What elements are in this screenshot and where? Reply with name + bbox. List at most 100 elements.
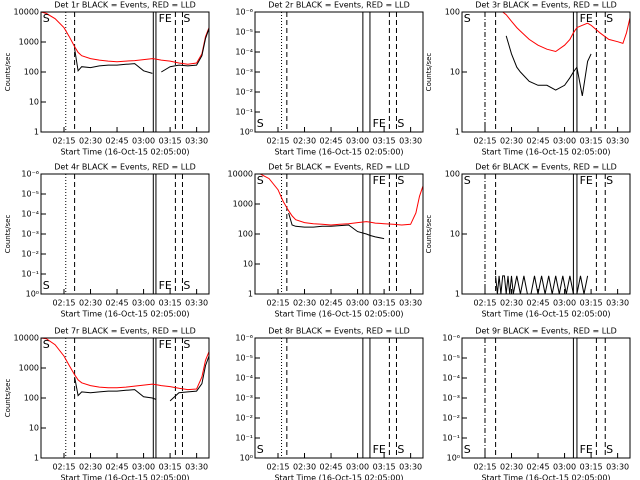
data-line xyxy=(495,275,589,294)
y-tick-label: 10⁻¹ xyxy=(21,270,39,279)
data-line xyxy=(74,28,209,74)
x-tick-label: 02:45 xyxy=(320,463,343,472)
panel-title: Det 7r BLACK = Events, RED = LLD xyxy=(54,327,196,336)
panel-title: Det 9r BLACK = Events, RED = LLD xyxy=(475,327,617,336)
x-tick-label: 03:15 xyxy=(373,299,396,308)
x-tick-label: 02:15 xyxy=(266,137,289,146)
x-tick-label: 02:15 xyxy=(52,137,75,146)
x-tick-label: 02:30 xyxy=(500,137,523,146)
x-tick-label: 02:30 xyxy=(500,299,523,308)
x-tick-label: 03:15 xyxy=(159,463,182,472)
x-tick-label: 02:45 xyxy=(527,463,550,472)
x-tick-label: 03:00 xyxy=(553,463,576,472)
panel-title: Det 3r BLACK = Events, RED = LLD xyxy=(475,1,617,10)
x-tick-label: 02:30 xyxy=(293,299,316,308)
plot-frame xyxy=(40,11,210,133)
x-tick-label: 03:30 xyxy=(606,463,629,472)
y-tick-label: 10 xyxy=(243,260,253,269)
x-axis-label: Start Time (16-Oct-15 02:05:00) xyxy=(274,474,403,480)
x-tick-label: 02:45 xyxy=(106,299,129,308)
y-tick-label: 10⁰ xyxy=(240,128,253,137)
annotation: S xyxy=(397,443,404,456)
y-tick-label: 10⁻³ xyxy=(21,230,39,239)
x-tick-label: 03:00 xyxy=(553,299,576,308)
panel-title: Det 1r BLACK = Events, RED = LLD xyxy=(54,1,196,10)
x-axis-label: Start Time (16-Oct-15 02:05:00) xyxy=(481,310,610,319)
y-tick-label: 1 xyxy=(248,290,253,299)
x-tick-label: 03:15 xyxy=(159,137,182,146)
x-tick-label: 02:45 xyxy=(106,463,129,472)
x-tick-label: 03:00 xyxy=(346,463,369,472)
annotation: S xyxy=(183,12,190,25)
y-tick-label: 10⁻⁶ xyxy=(442,334,460,343)
x-tick-label: 03:15 xyxy=(373,137,396,146)
plot-frame xyxy=(254,173,424,295)
y-tick-label: 1 xyxy=(455,290,460,299)
x-axis-label: Start Time (16-Oct-15 02:05:00) xyxy=(60,148,189,157)
data-line xyxy=(505,35,592,96)
panel-title: Det 6r BLACK = Events, RED = LLD xyxy=(475,163,617,172)
x-axis-label: Start Time (16-Oct-15 02:05:00) xyxy=(60,310,189,319)
x-tick-label: 03:30 xyxy=(399,299,422,308)
y-tick-label: 10⁻⁵ xyxy=(442,354,460,363)
y-tick-label: 10⁻⁶ xyxy=(235,8,253,17)
y-tick-label: 10 xyxy=(450,68,460,77)
y-tick-label: 100 xyxy=(445,170,460,179)
plot-frame xyxy=(40,337,210,459)
x-tick-label: 02:15 xyxy=(266,299,289,308)
x-tick-label: 03:00 xyxy=(132,137,155,146)
panel-title: Det 5r BLACK = Events, RED = LLD xyxy=(268,163,410,172)
y-tick-label: 10 xyxy=(29,98,39,107)
x-axis-label: Start Time (16-Oct-15 02:05:00) xyxy=(481,474,610,480)
x-tick-label: 02:15 xyxy=(473,137,496,146)
y-tick-label: 10⁻¹ xyxy=(442,434,460,443)
annotation: FE xyxy=(373,174,386,187)
annotation: S xyxy=(43,12,50,25)
y-axis-label: Counts/sec xyxy=(4,379,12,418)
x-tick-label: 02:30 xyxy=(293,463,316,472)
y-tick-label: 10⁻³ xyxy=(235,394,253,403)
y-tick-label: 1000 xyxy=(19,38,39,47)
x-tick-label: 02:30 xyxy=(293,137,316,146)
annotation: S xyxy=(43,279,50,292)
x-axis-label: Start Time (16-Oct-15 02:05:00) xyxy=(481,148,610,157)
y-axis-label: Counts/sec xyxy=(425,53,433,92)
y-tick-label: 100 xyxy=(445,8,460,17)
x-tick-label: 02:45 xyxy=(320,137,343,146)
annotation: S xyxy=(464,443,471,456)
y-axis-label: Counts/sec xyxy=(425,215,433,254)
x-tick-label: 02:45 xyxy=(527,137,550,146)
annotation: S xyxy=(257,443,264,456)
y-tick-label: 100 xyxy=(24,394,39,403)
y-tick-label: 10⁻⁴ xyxy=(442,374,460,383)
data-line xyxy=(41,338,209,391)
annotation: S xyxy=(464,174,471,187)
y-tick-label: 10⁻² xyxy=(235,414,253,423)
panel-title: Det 4r BLACK = Events, RED = LLD xyxy=(54,163,196,172)
annotation: S xyxy=(397,117,404,130)
y-tick-label: 10⁻³ xyxy=(235,68,253,77)
y-tick-label: 10 xyxy=(29,424,39,433)
annotation: S xyxy=(606,443,613,456)
y-tick-label: 10⁻¹ xyxy=(235,108,253,117)
x-tick-label: 02:15 xyxy=(52,463,75,472)
y-tick-label: 100 xyxy=(238,230,253,239)
plot-frame xyxy=(461,337,631,459)
annotation: S xyxy=(257,117,264,130)
y-tick-label: 10⁻⁴ xyxy=(235,48,253,57)
annotation: FE xyxy=(159,279,172,292)
annotation: FE xyxy=(373,117,386,130)
x-tick-label: 02:30 xyxy=(500,463,523,472)
y-tick-label: 10⁻⁴ xyxy=(235,374,253,383)
annotation: FE xyxy=(159,12,172,25)
annotation: S xyxy=(183,279,190,292)
annotation: FE xyxy=(373,443,386,456)
y-tick-label: 10⁻² xyxy=(235,88,253,97)
y-tick-label: 1 xyxy=(34,454,39,463)
annotation: S xyxy=(183,338,190,351)
y-tick-label: 10⁻⁵ xyxy=(21,190,39,199)
y-tick-label: 1 xyxy=(34,128,39,137)
annotation: S xyxy=(606,12,613,25)
